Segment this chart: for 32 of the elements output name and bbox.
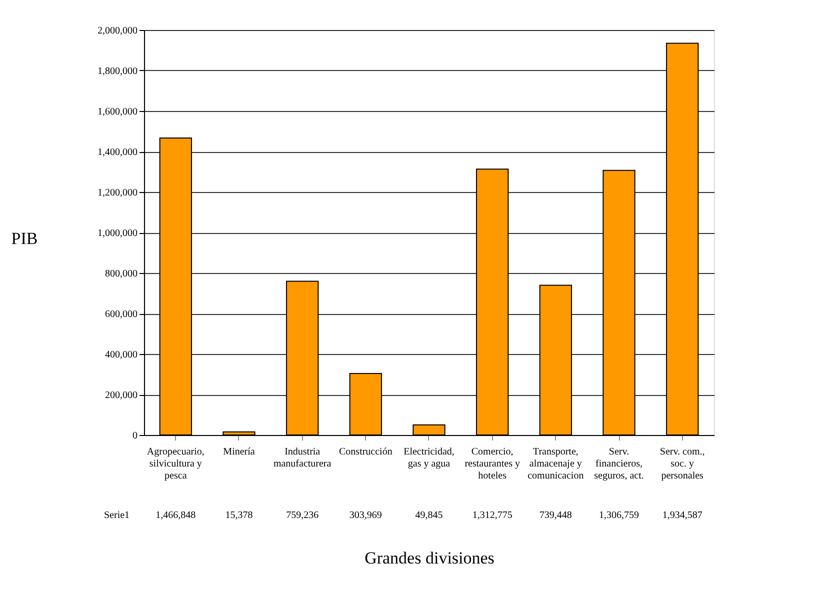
data-label: 759,236	[286, 510, 319, 521]
x-tick-label: Transporte, almacenaje y comunicacion	[528, 446, 584, 482]
data-label: 1,306,759	[599, 510, 639, 521]
y-tick-label: 1,800,000	[98, 66, 138, 77]
data-label: 303,969	[349, 510, 382, 521]
y-tick-label: 1,000,000	[98, 228, 138, 239]
x-tick-label: Electricidad, gas y agua	[404, 446, 454, 470]
y-tick-label: 1,600,000	[98, 106, 138, 118]
data-label: 15,378	[225, 510, 253, 521]
text: Serie1	[104, 510, 130, 521]
x-tick-label: Serv. com., soc. y personales	[660, 446, 705, 482]
y-tick-label: 2,000,000	[98, 26, 138, 36]
y-tick-label: 0	[132, 430, 138, 442]
data-label: 1,934,587	[662, 510, 702, 521]
x-tick-label: Agropecuario, silvicultura y pesca	[146, 446, 204, 482]
y-tick-label: 800,000	[105, 268, 138, 280]
x-tick-label: Minería	[223, 446, 256, 458]
y-axis-title: PIB	[11, 229, 38, 248]
x-axis-title: Grandes divisiones	[364, 548, 494, 568]
x-tick-label: Comercio, restaurantes y hoteles	[464, 446, 520, 482]
x-tick-label: Industria manufacturera	[273, 446, 332, 470]
y-tick-label: 400,000	[105, 350, 138, 360]
x-tick-label: Serv. financieros, seguros, act.	[594, 446, 644, 482]
x-tick-label: Construcción	[339, 446, 392, 458]
y-tick-label: 1,400,000	[98, 147, 138, 158]
data-label: 739,448	[539, 510, 572, 521]
data-label: 1,312,775	[472, 510, 512, 521]
y-tick-label: 200,000	[105, 390, 138, 401]
y-tick-label: 600,000	[105, 309, 138, 320]
y-tick-label: 1,200,000	[98, 188, 138, 198]
data-label: 1,466,848	[156, 510, 196, 521]
data-label: 49,845	[415, 510, 443, 521]
